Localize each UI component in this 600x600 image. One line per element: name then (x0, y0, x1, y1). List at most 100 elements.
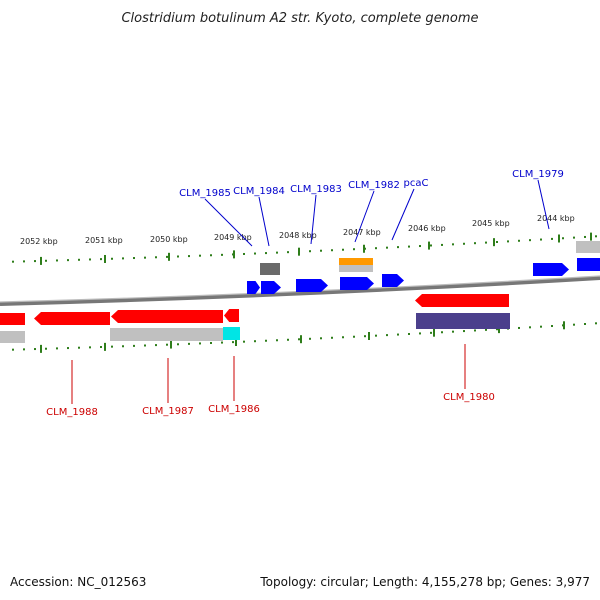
major-tick-upper (168, 252, 170, 261)
forward-gene[interactable] (247, 281, 260, 294)
tick-dot-lower (551, 325, 553, 328)
kbp-tick-label: 2051 kbp (85, 236, 123, 245)
gene-feature-box[interactable] (0, 331, 25, 343)
tick-dot-lower (419, 332, 421, 335)
forward-gene[interactable] (577, 258, 600, 271)
tick-dot-upper (199, 254, 201, 257)
tick-dot-lower (133, 344, 135, 347)
reverse-gene[interactable] (111, 310, 223, 323)
reverse-gene-label[interactable]: CLM_1988 (46, 407, 98, 418)
reverse-gene-label[interactable]: CLM_1987 (142, 406, 194, 417)
forward-gene-label[interactable]: pcaC (404, 178, 429, 189)
major-tick-lower (368, 332, 370, 341)
tick-dot-upper (221, 253, 223, 256)
forward-gene[interactable] (261, 281, 281, 294)
gene-feature-box[interactable] (339, 258, 373, 265)
tick-dot-lower (573, 323, 575, 326)
tick-dot-lower (309, 337, 311, 340)
tick-dot-lower (67, 347, 69, 350)
tick-dot-upper (496, 240, 498, 243)
major-tick-upper (363, 244, 365, 253)
major-tick-upper (493, 238, 495, 247)
tick-dot-upper (452, 243, 454, 246)
tick-dot-upper (375, 247, 377, 250)
gene-feature-box[interactable] (260, 263, 280, 275)
tick-dot-upper (540, 238, 542, 241)
tick-dot-lower (232, 341, 234, 344)
tick-dot-upper (529, 239, 531, 242)
gene-feature-box[interactable] (223, 327, 240, 340)
tick-dot-upper (474, 242, 476, 245)
gene-feature-box[interactable] (110, 328, 223, 341)
tick-dot-lower (298, 338, 300, 341)
tick-dot-lower (386, 334, 388, 337)
tick-dot-lower (111, 345, 113, 348)
forward-gene[interactable] (533, 263, 569, 276)
tick-dot-lower (518, 326, 520, 329)
kbp-ticks: 2052 kbp 2051 kbp 2050 kbp 2049 kbp 2048 kbp… (20, 214, 575, 246)
reverse-gene-label[interactable]: CLM_1980 (443, 392, 495, 403)
major-tick-lower (300, 335, 302, 344)
reverse-gene[interactable] (0, 313, 25, 325)
tick-dot-upper (331, 249, 333, 252)
forward-label-leader (310, 194, 317, 245)
tick-dot-lower (331, 336, 333, 339)
tick-dot-upper (254, 252, 256, 255)
tick-dot-upper (320, 249, 322, 252)
tick-dot-lower (188, 342, 190, 345)
gene-feature-box[interactable] (416, 313, 510, 329)
tick-dot-upper (507, 240, 509, 243)
tick-dot-lower (485, 328, 487, 331)
tick-dot-lower (408, 332, 410, 335)
major-tick-lower (563, 321, 565, 330)
tick-dot-upper (133, 257, 135, 260)
forward-gene-label[interactable]: CLM_1983 (290, 184, 342, 195)
tick-dot-lower (89, 346, 91, 349)
tick-dot-lower (595, 322, 597, 325)
tick-dot-lower (243, 340, 245, 343)
forward-gene[interactable] (382, 274, 404, 287)
tick-dot-upper (419, 245, 421, 248)
tick-dot-upper (562, 237, 564, 240)
forward-gene-label[interactable]: CLM_1979 (512, 169, 564, 180)
tick-dot-lower (463, 330, 465, 333)
tick-dot-lower (34, 348, 36, 351)
major-tick-lower (498, 325, 500, 334)
tick-dot-lower (452, 330, 454, 333)
forward-label-leader (391, 188, 415, 241)
major-tick-upper (104, 254, 106, 263)
tick-dot-lower (364, 335, 366, 338)
tick-dot-lower (529, 326, 531, 329)
tick-dot-lower (430, 331, 432, 334)
tick-dot-upper (353, 248, 355, 251)
tick-dot-upper (430, 244, 432, 247)
tick-dot-upper (287, 251, 289, 254)
tick-dot-lower (210, 342, 212, 345)
major-tick-upper (298, 247, 300, 256)
kbp-tick-label: 2050 kbp (150, 235, 188, 244)
tick-dot-lower (56, 347, 58, 350)
tick-dot-upper (34, 260, 36, 263)
kbp-tick-label: 2046 kbp (408, 224, 446, 233)
reverse-gene[interactable] (34, 312, 110, 325)
major-tick-upper (428, 241, 430, 250)
gene-feature-box[interactable] (576, 241, 600, 253)
kbp-tick-label: 2048 kbp (279, 231, 317, 240)
reverse-gene-label[interactable]: CLM_1986 (208, 404, 260, 415)
forward-gene[interactable] (340, 277, 374, 290)
forward-gene-label[interactable]: CLM_1985 (179, 188, 231, 199)
tick-dot-upper (276, 251, 278, 254)
tick-dot-lower (23, 348, 25, 351)
gene-feature-box[interactable] (339, 265, 373, 272)
tick-dot-rows (12, 232, 597, 353)
tick-dot-lower (144, 344, 146, 347)
forward-gene[interactable] (296, 279, 328, 292)
reverse-gene[interactable] (224, 309, 239, 322)
forward-gene-label[interactable]: CLM_1984 (233, 186, 285, 197)
tick-dot-lower (320, 337, 322, 340)
tick-dot-lower (540, 325, 542, 328)
reverse-gene[interactable] (415, 294, 509, 307)
forward-gene-label[interactable]: CLM_1982 (348, 180, 400, 191)
kbp-tick-label: 2047 kbp (343, 228, 381, 237)
